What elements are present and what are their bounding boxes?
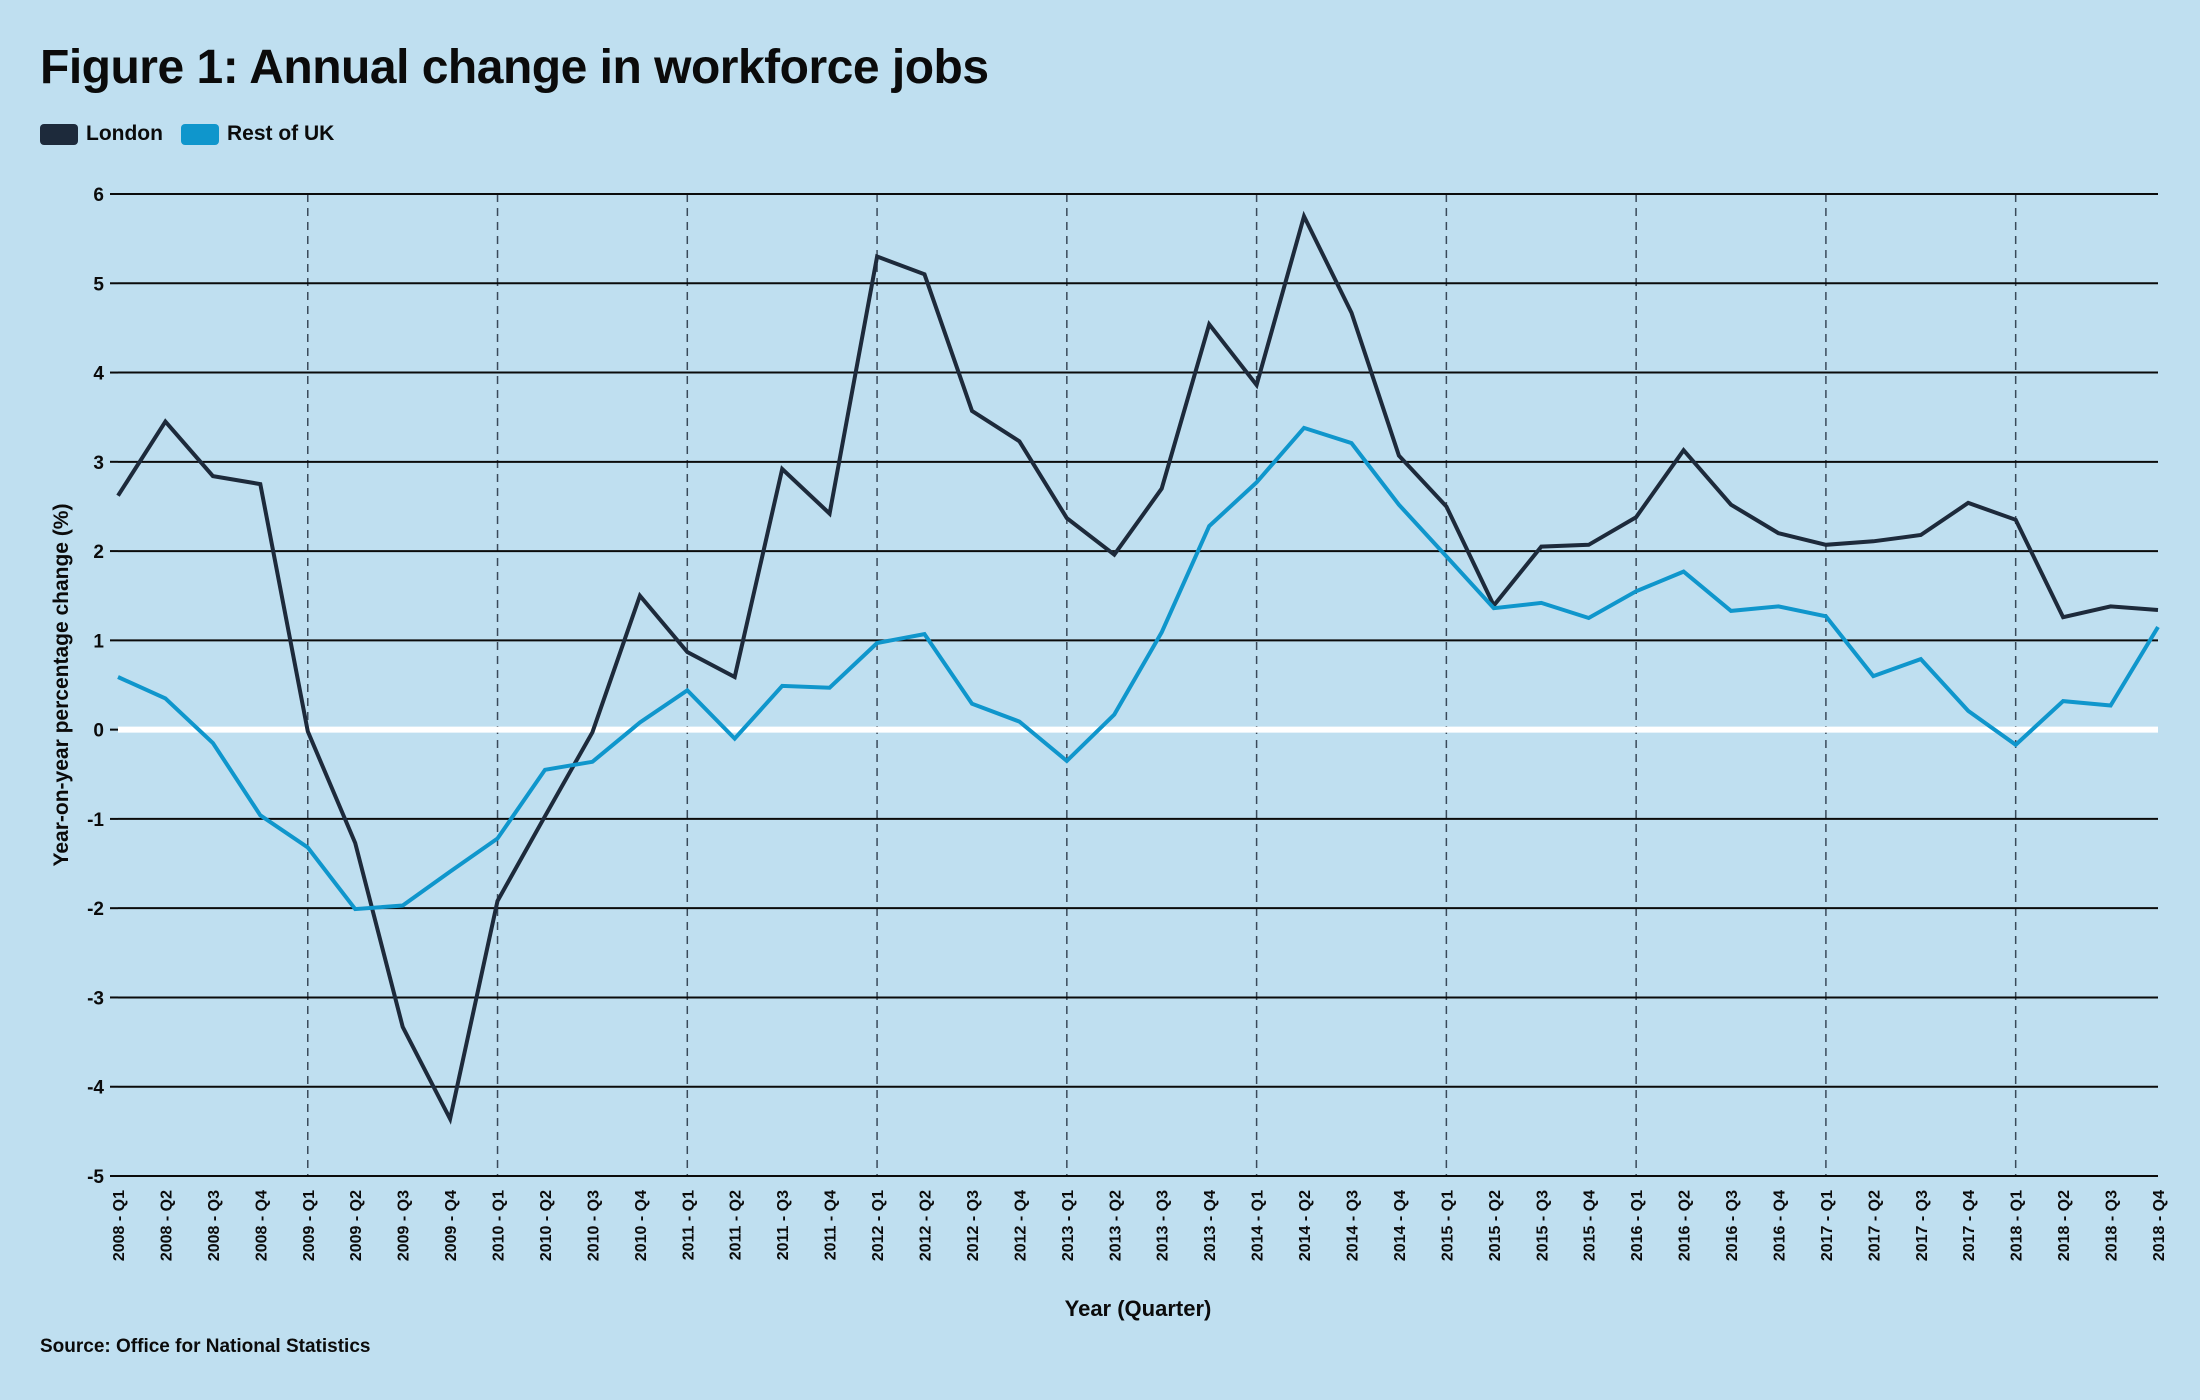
x-tick-label: 2014 - Q1 — [1250, 1190, 1267, 1261]
y-tick-label: 6 — [93, 185, 104, 206]
x-tick-label: 2013 - Q3 — [1155, 1190, 1172, 1261]
x-tick-label: 2017 - Q3 — [1914, 1190, 1931, 1261]
x-tick-label: 2009 - Q2 — [348, 1190, 365, 1261]
legend-label-rest-of-uk: Rest of UK — [226, 122, 335, 145]
x-tick-label: 2010 - Q4 — [633, 1190, 650, 1261]
x-tick-label: 2016 - Q3 — [1724, 1190, 1741, 1261]
rest-of-uk-line — [117, 425, 2160, 912]
x-tick-label: 2008 - Q4 — [253, 1190, 270, 1261]
x-tick-label: 2015 - Q1 — [1439, 1190, 1456, 1261]
x-tick-label: 2009 - Q4 — [443, 1190, 460, 1261]
y-tick-label: 4 — [93, 364, 104, 385]
x-tick-label: 2011 - Q3 — [775, 1190, 792, 1260]
y-tick-label: 2 — [93, 542, 104, 563]
x-tick-label: 2011 - Q2 — [728, 1190, 745, 1260]
x-tick-label: 2010 - Q1 — [491, 1190, 508, 1261]
legend-label-london: London — [86, 122, 163, 145]
x-tick-label: 2012 - Q3 — [965, 1190, 982, 1261]
x-tick-label: 2014 - Q4 — [1392, 1190, 1409, 1261]
x-tick-label: 2012 - Q2 — [918, 1190, 935, 1261]
x-tick-label: 2008 - Q1 — [111, 1190, 128, 1261]
x-tick-label: 2015 - Q3 — [1534, 1190, 1551, 1261]
x-tick-label: 2014 - Q3 — [1344, 1190, 1361, 1261]
x-tick-label: 2012 - Q4 — [1012, 1190, 1029, 1261]
x-tick-label: 2017 - Q1 — [1819, 1190, 1836, 1261]
source-note: Source: Office for National Statistics — [40, 1336, 371, 1357]
y-tick-label: -4 — [87, 1078, 104, 1099]
x-tick-label: 2018 - Q3 — [2104, 1190, 2121, 1261]
chart-title: Figure 1: Annual change in workforce job… — [40, 41, 989, 94]
y-tick-label: -3 — [87, 988, 104, 1009]
x-tick-label: 2015 - Q4 — [1582, 1190, 1599, 1261]
rest-of-uk-swatch-icon — [180, 123, 219, 145]
legend: London Rest of UK — [40, 122, 334, 146]
x-tick-label: 2018 - Q4 — [2151, 1190, 2168, 1261]
y-tick-label: 5 — [93, 274, 104, 295]
y-tick-label: 1 — [93, 631, 104, 652]
x-tick-label: 2010 - Q3 — [585, 1190, 602, 1261]
x-tick-label: 2011 - Q1 — [680, 1190, 697, 1260]
london-swatch-icon — [40, 123, 78, 145]
x-tick-label: 2010 - Q2 — [538, 1190, 555, 1261]
x-tick-label: 2018 - Q2 — [2056, 1190, 2073, 1261]
x-tick-label: 2013 - Q1 — [1060, 1190, 1077, 1261]
legend-item-rest-of-uk: Rest of UK — [180, 122, 335, 146]
x-tick-label: 2009 - Q1 — [301, 1190, 318, 1261]
y-tick-label: -2 — [87, 899, 104, 920]
y-tick-label: 0 — [93, 721, 104, 742]
x-tick-label: 2009 - Q3 — [396, 1190, 413, 1261]
y-tick-label: 3 — [93, 453, 104, 474]
x-tick-label: 2016 - Q4 — [1771, 1190, 1788, 1261]
x-tick-label: 2013 - Q4 — [1202, 1190, 1219, 1261]
x-tick-label: 2017 - Q4 — [1961, 1190, 1978, 1261]
x-tick-label: 2013 - Q2 — [1107, 1190, 1124, 1261]
london-line — [116, 210, 2159, 1125]
x-tick-label: 2008 - Q2 — [158, 1190, 175, 1261]
x-tick-label: 2015 - Q2 — [1487, 1190, 1504, 1261]
y-tick-label: -5 — [87, 1167, 104, 1188]
x-tick-label: 2016 - Q2 — [1677, 1190, 1694, 1261]
x-tick-label: 2017 - Q2 — [1866, 1190, 1883, 1261]
legend-item-london: London — [40, 122, 163, 146]
x-axis-label: Year (Quarter) — [1065, 1296, 1212, 1321]
x-tick-label: 2008 - Q3 — [206, 1190, 223, 1261]
x-tick-label: 2018 - Q1 — [2009, 1190, 2026, 1261]
x-tick-label: 2016 - Q1 — [1629, 1190, 1646, 1261]
x-tick-label: 2011 - Q4 — [823, 1190, 840, 1260]
x-tick-label: 2014 - Q2 — [1297, 1190, 1314, 1261]
y-axis-label: Year-on-year percentage change (%) — [50, 504, 73, 867]
x-tick-label: 2012 - Q1 — [870, 1190, 887, 1261]
y-tick-label: -1 — [87, 810, 104, 831]
